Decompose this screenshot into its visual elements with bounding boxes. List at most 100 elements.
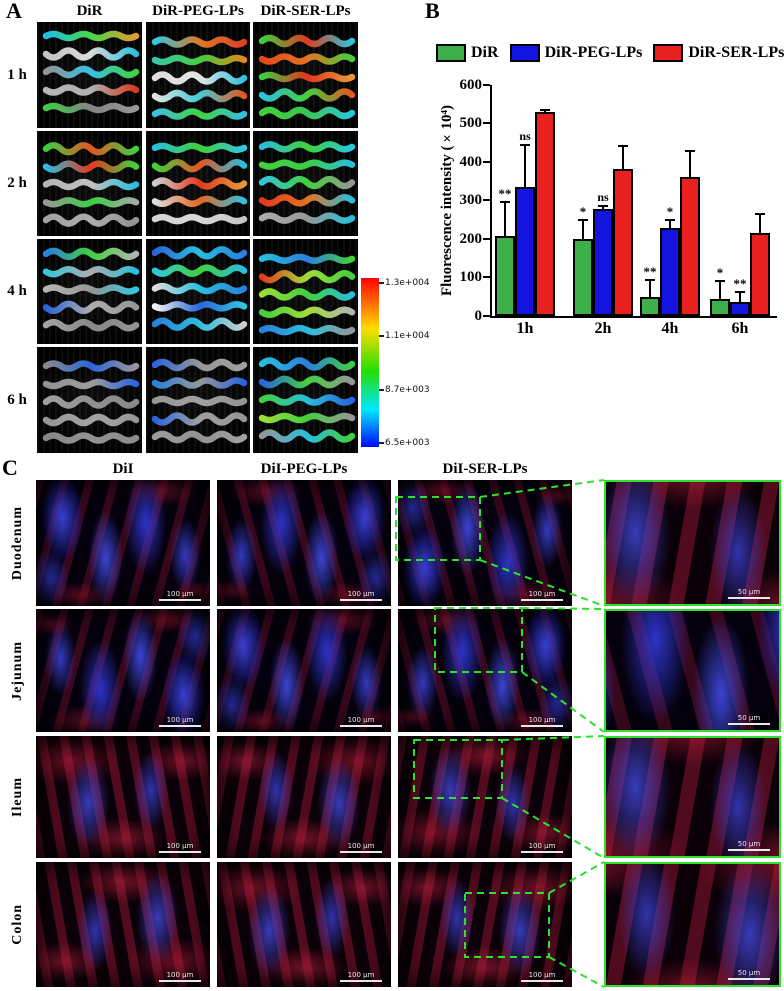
bar-dir-ser-lps-6h (750, 233, 770, 316)
panel-b-label: B (425, 0, 440, 23)
inset-micrograph-colon: 50 μm (604, 862, 781, 987)
legend-label: DiR (471, 44, 499, 61)
micrograph-texture (217, 862, 391, 987)
colorbar-tick-label: 1.3e+004 (385, 278, 430, 288)
colorbar-tick-label: 6.5e+003 (385, 438, 430, 448)
chart-legend: DiR DiR-PEG-LPs DiR-SER-LPs (436, 44, 784, 62)
intestine-image-4h-dir-peg-lps (146, 239, 250, 344)
significance-label: ns (597, 190, 609, 204)
micrograph-texture (36, 480, 210, 606)
panel-c-row-label-ileum: Ileum (10, 777, 25, 817)
significance-label: ** (733, 276, 747, 291)
significance-label: ns (519, 129, 531, 143)
inset-micrograph-texture (606, 611, 779, 730)
error-bar (622, 146, 624, 169)
intestine-image-2h-dir-ser-lps (253, 131, 358, 236)
inset-micrograph-duodenum: 50 μm (604, 480, 781, 606)
inset-micrograph-texture (606, 738, 779, 856)
legend-swatch (436, 44, 466, 62)
bar-dir-1h (495, 236, 515, 316)
panel-a-row-label-6h: 6 h (7, 391, 27, 408)
bar-dir-peg-lps-6h (730, 302, 750, 316)
y-axis-tick (483, 276, 490, 278)
error-bar-cap (645, 279, 655, 281)
y-axis-tick (483, 315, 490, 317)
bar-dir-6h (710, 299, 730, 316)
micrograph-duodenum-dii-ser-lps: 100 μm (398, 480, 572, 606)
error-bar (524, 145, 526, 187)
y-axis-tick (483, 84, 490, 86)
x-axis-tick-label: 2h (594, 320, 612, 337)
y-axis-tick-label: 500 (459, 115, 483, 131)
micrograph-texture (398, 609, 572, 732)
micrograph-texture (398, 736, 572, 858)
intestine-image-6h-dir-peg-lps (146, 347, 250, 453)
y-axis-tick (483, 199, 490, 201)
legend-item-dir-ser-lps: DiR-SER-LPs (653, 44, 784, 62)
colorbar-tick-label: 8.7e+003 (385, 385, 430, 395)
error-bar (669, 220, 671, 228)
micrograph-jejunum-dii-ser-lps: 100 μm (398, 609, 572, 732)
inset-micrograph-jejunum: 50 μm (604, 609, 781, 732)
error-bar (544, 110, 546, 112)
micrograph-colon-dii: 100 μm (36, 862, 210, 987)
micrograph-texture (398, 862, 572, 987)
micrograph-texture (217, 609, 391, 732)
error-bar (602, 206, 604, 209)
error-bar-cap (540, 109, 550, 111)
micrograph-duodenum-dii: 100 μm (36, 480, 210, 606)
error-bar (689, 151, 691, 177)
error-bar-cap (598, 205, 608, 207)
bar-chart-plot-area: ** ns * ns ** * * ** (490, 85, 777, 318)
legend-swatch (653, 44, 684, 62)
panel-a-row-label-4h: 4 h (7, 283, 27, 299)
colorbar-tick (379, 442, 384, 444)
y-axis-tick-label: 400 (459, 154, 483, 170)
micrograph-ileum-dii-ser-lps: 100 μm (398, 736, 572, 858)
bar-dir-ser-lps-2h (613, 169, 633, 316)
micrograph-texture (398, 480, 572, 606)
error-bar-cap (520, 144, 530, 146)
micrograph-texture (36, 609, 210, 732)
inset-micrograph-texture (606, 864, 779, 985)
bar-dir-peg-lps-4h (660, 228, 680, 316)
intestine-image-4h-dir (37, 239, 142, 344)
intestine-image-6h-dir-ser-lps (253, 347, 358, 453)
error-bar (582, 220, 584, 239)
error-bar-cap (715, 280, 725, 282)
colorbar-tick (379, 389, 384, 391)
y-axis-tick (483, 122, 490, 124)
y-axis-tick-label: 600 (459, 77, 483, 93)
bar-dir-ser-lps-1h (535, 112, 555, 316)
bar-dir-peg-lps-1h (515, 187, 535, 316)
panel-a-column-header-dir: DiR (76, 3, 103, 19)
intestine-image-2h-dir (37, 131, 142, 236)
micrograph-ileum-dii-peg-lps: 100 μm (217, 736, 391, 858)
panel-c-row-label-duodenum: Duodenum (10, 505, 25, 581)
error-bar (739, 292, 741, 302)
significance-label: ** (643, 264, 657, 279)
fluorescence-colorbar (361, 278, 379, 447)
x-axis-tick-label: 6h (731, 320, 749, 337)
bar-dir-2h (573, 239, 593, 316)
significance-label: * (579, 204, 587, 219)
micrograph-colon-dii-ser-lps: 100 μm (398, 862, 572, 987)
error-bar (504, 202, 506, 236)
micrograph-colon-dii-peg-lps: 100 μm (217, 862, 391, 987)
legend-label: DiR-PEG-LPs (544, 44, 643, 61)
error-bar (759, 214, 761, 233)
micrograph-duodenum-dii-peg-lps: 100 μm (217, 480, 391, 606)
bar-dir-4h (640, 297, 660, 316)
micrograph-texture (217, 480, 391, 606)
legend-swatch (509, 44, 540, 62)
y-axis-tick-label: 0 (474, 308, 483, 324)
y-axis-tick-label: 100 (459, 269, 483, 285)
error-bar-cap (500, 201, 510, 203)
intestine-image-2h-dir-peg-lps (146, 131, 250, 236)
panel-a-row-label-2h: 2 h (7, 175, 27, 191)
y-axis-tick (483, 238, 490, 240)
significance-label: ** (498, 186, 512, 201)
